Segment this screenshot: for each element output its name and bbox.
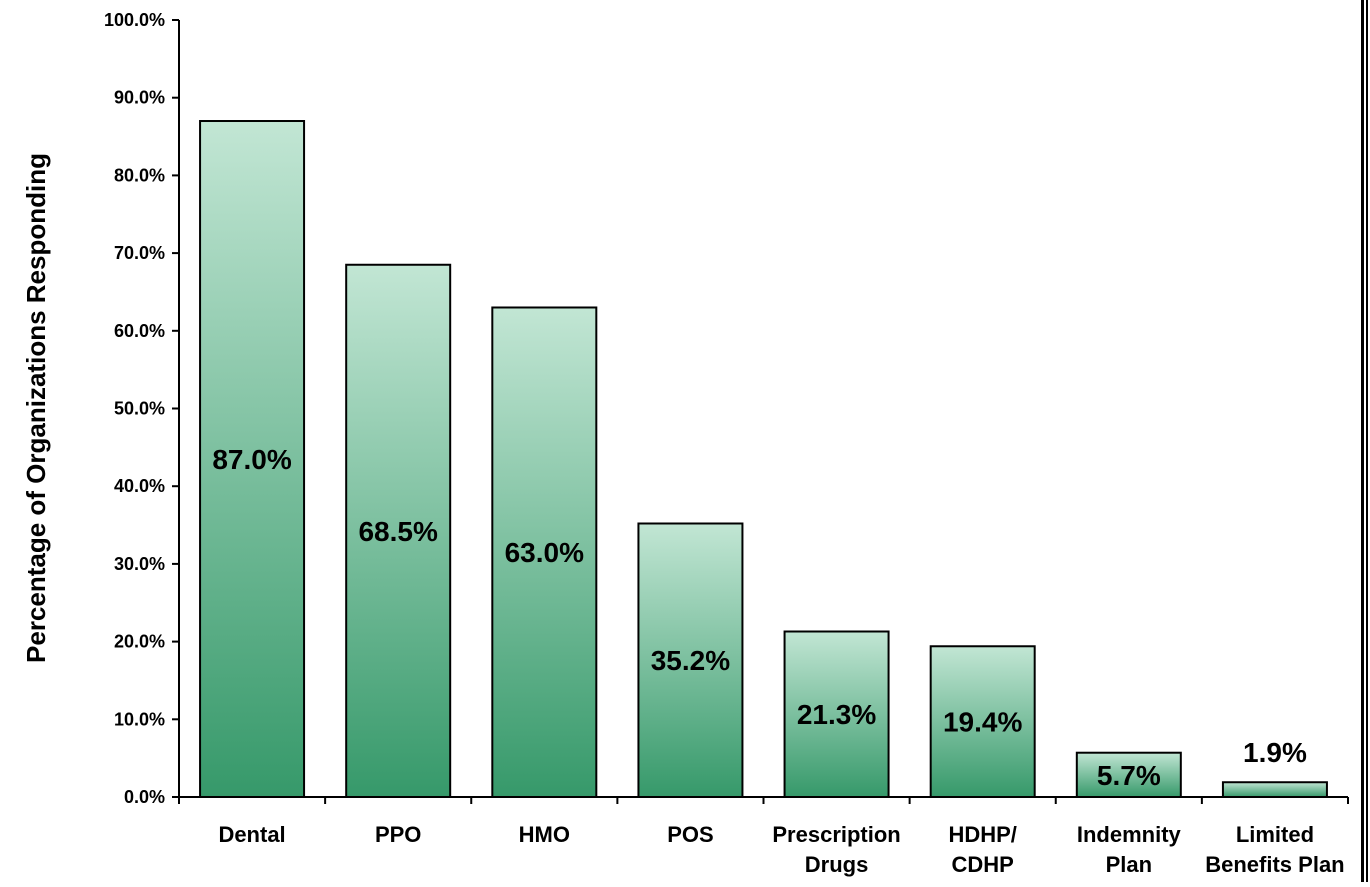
y-tick-label: 20.0% <box>114 632 165 652</box>
x-tick-label: HMO <box>519 822 570 847</box>
y-tick-label: 70.0% <box>114 243 165 263</box>
x-tick-label: POS <box>667 822 713 847</box>
y-tick-label: 100.0% <box>104 10 165 30</box>
bar <box>783 630 890 799</box>
data-label: 19.4% <box>943 707 1022 738</box>
bar <box>637 522 744 798</box>
data-labels: 87.0% 68.5% 63.0% 35.2% 21.3% 19.4% 5.7% 1.9% <box>212 444 1307 791</box>
y-tick-label: 50.0% <box>114 399 165 419</box>
x-tick-label: Limited Benefits Plan <box>1205 822 1344 877</box>
y-axis-title: Percentage of Organizations Responding <box>21 153 51 663</box>
bars <box>199 120 1328 799</box>
x-axis: Dental PPO HMO POS Prescription Drugs HDHP/CDH… <box>178 796 1349 877</box>
x-tick-label: PPO <box>375 822 421 847</box>
y-tick-label: 10.0% <box>114 709 165 729</box>
bar <box>345 263 452 798</box>
x-tick-label: Indemnity Plan <box>1077 822 1182 877</box>
data-label: 21.3% <box>797 699 876 730</box>
bar <box>491 306 598 798</box>
data-label: 63.0% <box>505 537 584 568</box>
data-label: 5.7% <box>1097 760 1161 791</box>
y-tick-label: 0.0% <box>124 787 165 807</box>
data-label: 87.0% <box>212 444 291 475</box>
frame-border <box>1366 0 1368 882</box>
y-axis: 0.0% 10.0% 20.0% 30.0% 40.0% 50.0% 60.0% 70.0% 8… <box>104 10 180 807</box>
frame-border <box>1361 0 1364 882</box>
x-tick-label: Prescription Drugs <box>772 822 900 877</box>
data-label: 1.9% <box>1243 737 1307 768</box>
y-tick-label: 80.0% <box>114 165 165 185</box>
bar <box>199 120 306 798</box>
y-tick-label: 90.0% <box>114 88 165 108</box>
bar <box>1075 751 1182 798</box>
x-tick-label: HDHP/CDHP <box>948 822 1016 877</box>
bar <box>1221 781 1328 798</box>
data-label: 35.2% <box>651 645 730 676</box>
y-tick-label: 40.0% <box>114 476 165 496</box>
x-tick-label: Dental <box>218 822 285 847</box>
bar <box>929 645 1036 799</box>
y-tick-label: 60.0% <box>114 321 165 341</box>
data-label: 68.5% <box>358 516 437 547</box>
y-tick-label: 30.0% <box>114 554 165 574</box>
